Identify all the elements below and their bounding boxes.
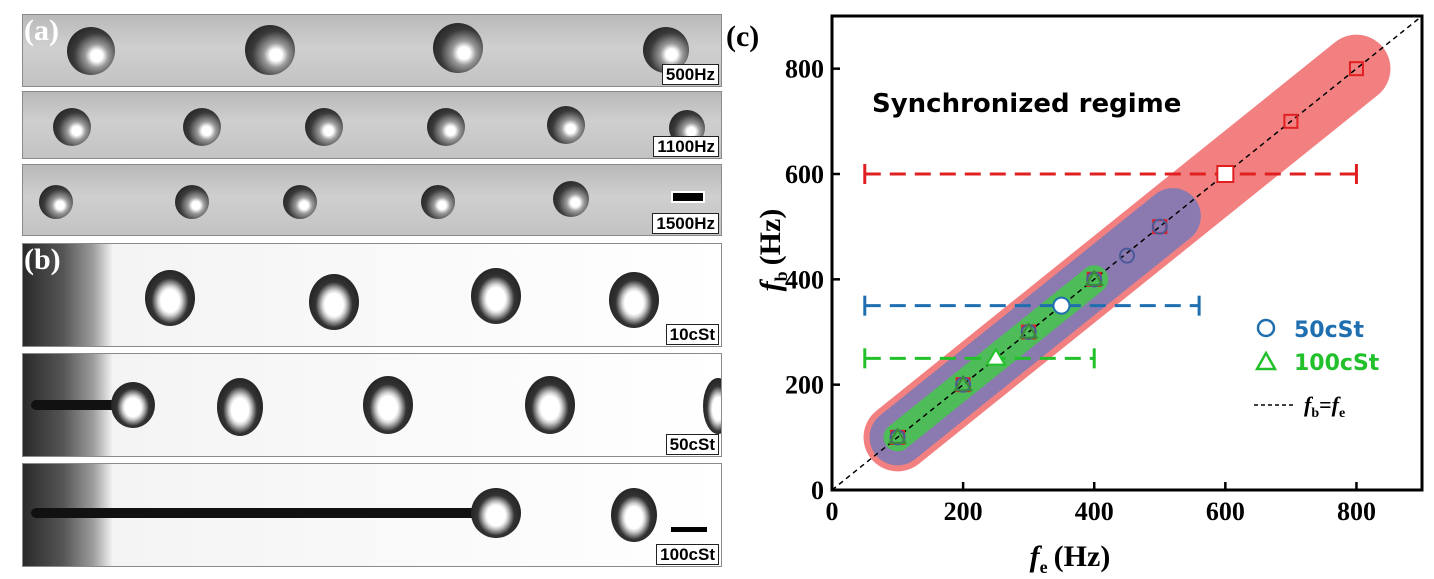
regime-annotation: Synchronized regime	[872, 89, 1181, 119]
droplet	[427, 108, 465, 146]
strip-500hz: 500Hz	[22, 14, 722, 87]
scale-bar	[671, 191, 705, 203]
legend-marker-100cst	[1254, 350, 1278, 371]
data-point-100cSt	[953, 374, 973, 392]
liquid-thread	[31, 400, 131, 410]
highlight-point-50cSt	[1052, 296, 1071, 315]
droplet	[283, 185, 317, 219]
data-points	[887, 61, 1364, 446]
y-tick-label: 0	[811, 476, 824, 505]
droplet	[67, 27, 115, 75]
y-tick-label: 200	[785, 371, 824, 400]
strip-10cst: 10cSt	[22, 243, 722, 347]
x-tick-label: 0	[826, 497, 839, 526]
x-tick-label: 800	[1337, 497, 1376, 526]
y-label-unit: (Hz)	[754, 209, 787, 266]
y-axis-label: fb (Hz)	[754, 209, 791, 292]
droplet	[611, 488, 657, 542]
x-axis-ticks: 0 200 400 600 800	[826, 482, 1376, 526]
legend-label-reference: fb=fe	[1304, 392, 1345, 421]
panel-label-c: (c)	[726, 20, 759, 53]
droplet	[245, 25, 295, 75]
droplet	[217, 378, 263, 436]
frequency-chart: (c) 0 200 400 600 800 0 200 400 600 800 Synchron…	[726, 14, 1424, 577]
reference-line	[831, 15, 1423, 491]
x-label-subscript: e	[1040, 557, 1048, 577]
droplet	[421, 185, 455, 219]
highlight-point-series-0	[1216, 165, 1235, 183]
data-point-series-0	[1348, 61, 1364, 77]
droplet	[175, 185, 209, 219]
x-tick-label: 400	[1075, 497, 1114, 526]
liquid-thread	[31, 508, 481, 518]
reference-line-group	[831, 15, 1423, 491]
y-tick-label: 400	[785, 265, 824, 294]
droplet	[547, 106, 585, 144]
x-label-symbol: f	[1030, 540, 1043, 573]
legend-marker-50cst	[1256, 318, 1276, 338]
droplet	[703, 378, 721, 434]
viscosity-label: 10cSt	[665, 324, 719, 345]
scale-bar	[671, 527, 707, 532]
x-tick-label: 600	[1206, 497, 1245, 526]
strip-1500hz: 1500Hz	[22, 164, 722, 236]
droplet	[309, 274, 359, 330]
y-axis-ticks: 0 200 400 600 800	[785, 55, 840, 505]
droplet	[471, 488, 521, 538]
data-point-100cSt	[1018, 322, 1039, 339]
x-axis-label: fe (Hz)	[1030, 540, 1111, 577]
strip-50cst: 50cSt	[22, 353, 722, 457]
x-label-unit: (Hz)	[1054, 540, 1111, 573]
droplet	[609, 272, 659, 328]
x-tick-label: 200	[944, 497, 983, 526]
droplet	[433, 23, 483, 73]
data-point-50cSt	[1119, 247, 1135, 264]
frequency-label: 1100Hz	[653, 136, 719, 157]
droplet	[53, 108, 91, 146]
droplet	[525, 376, 575, 434]
droplet	[305, 108, 343, 146]
strip-1100hz: 1100Hz	[22, 91, 722, 159]
panel-label-b: (b)	[24, 243, 61, 276]
viscosity-label: 100cSt	[656, 544, 719, 565]
droplet	[145, 270, 195, 326]
viscosity-label: 50cSt	[665, 434, 719, 455]
strip-100cst: 100cSt	[22, 463, 722, 567]
data-point-100cSt	[1084, 269, 1104, 286]
y-label-subscript: b	[771, 271, 791, 281]
frequency-label: 500Hz	[661, 64, 719, 85]
y-tick-label: 600	[785, 160, 824, 189]
droplet	[111, 382, 155, 428]
droplet	[183, 108, 221, 146]
data-point-series-0	[1283, 113, 1299, 129]
droplet	[553, 181, 589, 217]
droplet	[39, 185, 73, 219]
data-point-50cSt	[1151, 218, 1168, 235]
droplet	[363, 376, 413, 434]
plot-frame	[830, 14, 1424, 492]
legend-label-50cst: 50cSt	[1294, 318, 1365, 343]
highlight-point-100cSt	[985, 347, 1007, 366]
range-bars	[863, 164, 1358, 369]
legend: 50cSt 100cSt fb=fe	[1254, 318, 1380, 421]
data-point-100cSt	[887, 427, 908, 444]
y-tick-label: 800	[785, 55, 824, 84]
y-label-symbol: f	[754, 278, 787, 291]
droplet	[471, 268, 521, 324]
frequency-label: 1500Hz	[652, 213, 719, 234]
y-axis-label-group: fb (Hz)	[754, 209, 791, 292]
panel-label-a: (a)	[24, 14, 59, 47]
legend-label-100cst: 100cSt	[1294, 351, 1380, 376]
